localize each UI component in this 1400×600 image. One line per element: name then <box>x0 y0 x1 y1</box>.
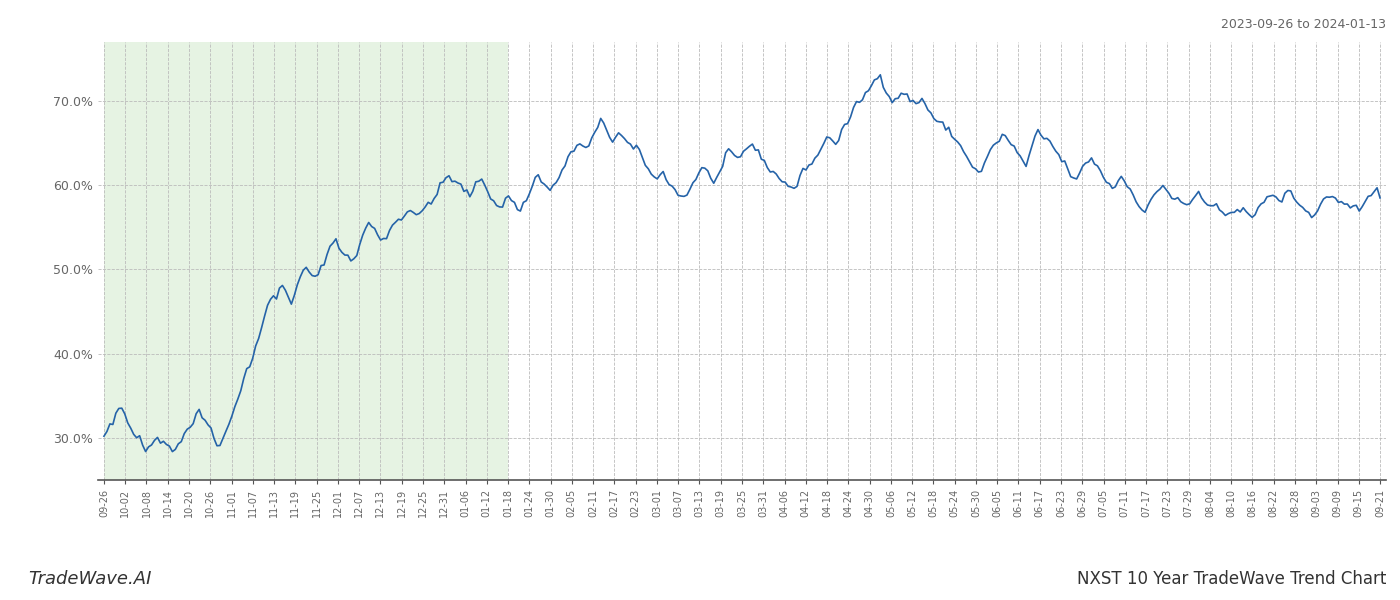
Text: NXST 10 Year TradeWave Trend Chart: NXST 10 Year TradeWave Trend Chart <box>1077 570 1386 588</box>
Text: TradeWave.AI: TradeWave.AI <box>28 570 151 588</box>
Text: 2023-09-26 to 2024-01-13: 2023-09-26 to 2024-01-13 <box>1221 18 1386 31</box>
Bar <box>104 42 508 480</box>
